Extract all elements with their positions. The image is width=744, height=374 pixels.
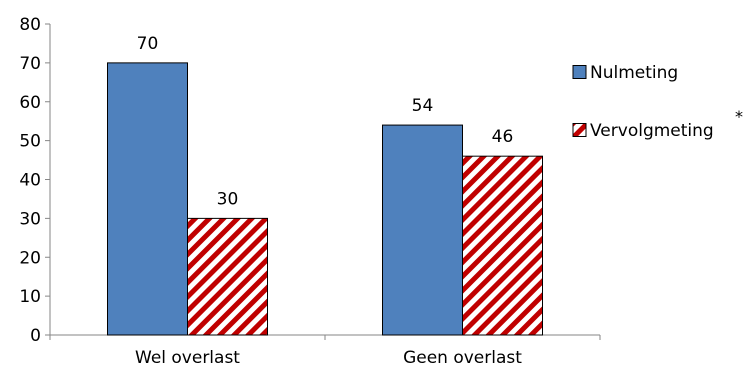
bar-vervolgmeting xyxy=(187,217,268,336)
data-labels: 70 30 54 46 xyxy=(137,34,514,210)
data-label: 70 xyxy=(137,34,159,54)
y-tick-label: 10 xyxy=(19,287,41,307)
bar-nulmeting xyxy=(107,62,188,336)
x-category-label: Wel overlast xyxy=(135,348,240,368)
data-label: 54 xyxy=(412,96,434,116)
y-tick-label: 60 xyxy=(19,93,41,113)
y-tick-label: 50 xyxy=(19,132,41,152)
legend-swatch-nulmeting xyxy=(572,65,587,79)
y-tick-label: 80 xyxy=(19,15,41,35)
legend-swatch-vervolgmeting xyxy=(572,123,587,137)
y-tick-label: 40 xyxy=(19,171,41,191)
data-label: 30 xyxy=(217,189,239,209)
y-tick-label: 20 xyxy=(19,248,41,268)
legend-marker: * xyxy=(735,107,743,126)
bars xyxy=(107,62,543,336)
legend-label: Nulmeting xyxy=(590,63,678,83)
bar-nulmeting xyxy=(382,124,463,336)
legend-label: Vervolgmeting xyxy=(590,121,714,141)
bar-vervolgmeting xyxy=(462,155,543,336)
data-label: 46 xyxy=(492,127,514,147)
legend: Nulmeting Vervolgmeting * xyxy=(572,63,743,141)
y-tick-label: 70 xyxy=(19,54,41,74)
x-category-label: Geen overlast xyxy=(403,348,522,368)
y-tick-label: 0 xyxy=(30,326,41,346)
y-tick-label: 30 xyxy=(19,209,41,229)
axes: 0 10 20 30 40 50 60 70 80 Wel overlast Geen overla… xyxy=(19,15,601,368)
